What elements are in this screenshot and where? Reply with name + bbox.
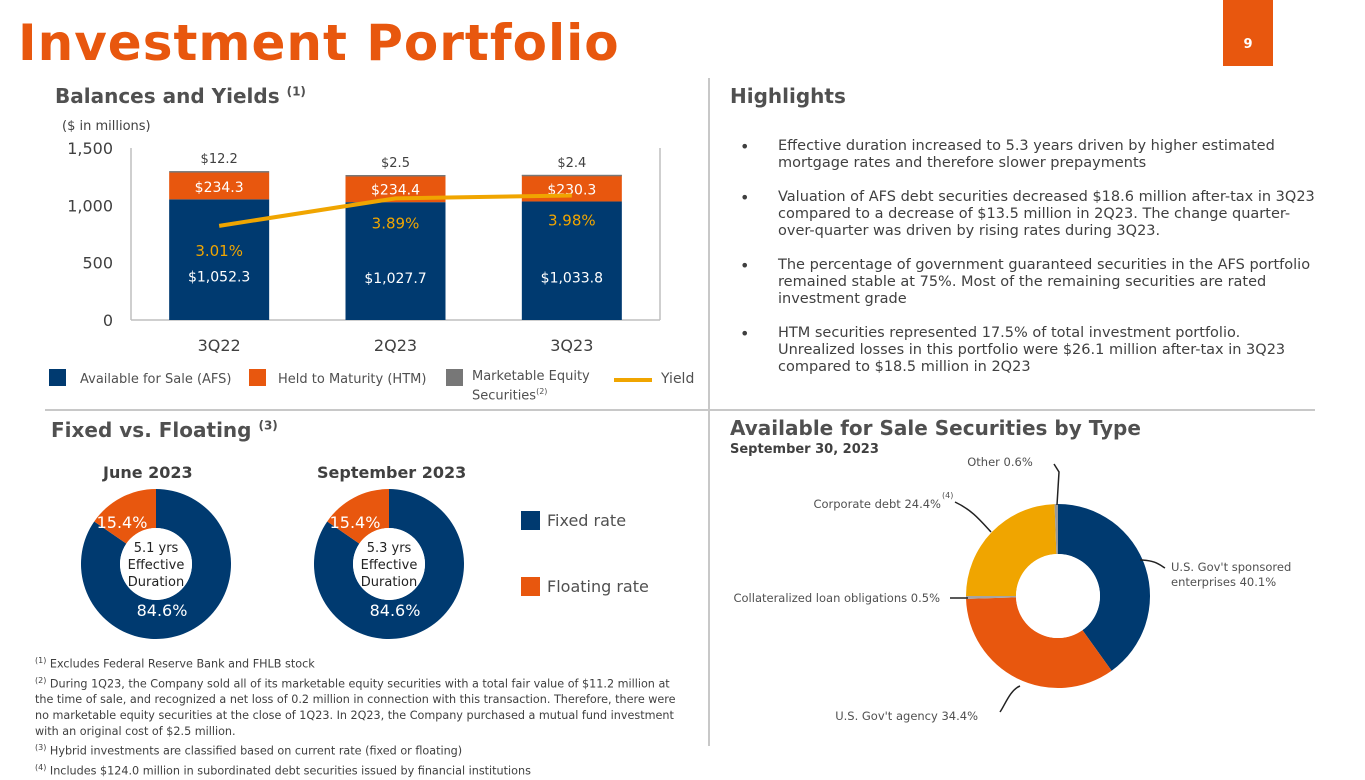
- pie-slice: [966, 597, 1112, 688]
- highlight-item: Effective duration increased to 5.3 year…: [738, 138, 1318, 172]
- legend-afs-label: Available for Sale (AFS): [80, 372, 232, 387]
- htm-value-label: $234.4: [371, 183, 420, 199]
- pie-label-gse: U.S. Gov't sponsored: [1171, 560, 1291, 574]
- pie-slice: [966, 596, 1017, 599]
- highlight-item: The percentage of government guaranteed …: [738, 257, 1318, 308]
- horizontal-divider: [45, 409, 1315, 411]
- june-donut-title: June 2023: [103, 463, 193, 482]
- fixed-share-label: 84.6%: [370, 601, 421, 620]
- donut-slice: [327, 489, 389, 544]
- balances-title: Balances and Yields (1): [55, 84, 306, 108]
- page-title: Investment Portfolio: [18, 14, 620, 72]
- june-donut-chart: 5.1 yrs Effective Duration 84.6% 15.4%: [81, 489, 232, 639]
- footnote-2: (2) During 1Q23, the Company sold all of…: [35, 675, 676, 739]
- pie-slice: [966, 504, 1057, 596]
- afs-value-label: $1,033.8: [541, 271, 603, 287]
- pie-hole: [1016, 554, 1100, 638]
- legend-floating-label: Floating rate: [547, 577, 649, 596]
- footnote-4: (4) Includes $124.0 million in subordina…: [35, 763, 531, 778]
- legend-yield-swatch: [614, 378, 652, 382]
- bar-segment: [345, 174, 446, 177]
- yield-value-label: 3.89%: [372, 214, 420, 232]
- footnote-3: (3) Hybrid investments are classified ba…: [35, 743, 463, 759]
- legend-equity-swatch: [446, 369, 463, 386]
- highlights-list: Effective duration increased to 5.3 year…: [738, 138, 1318, 393]
- equity-value-label: $12.2: [201, 152, 238, 167]
- donut-center-text: Duration: [128, 575, 184, 590]
- yield-value-label: 3.98%: [548, 212, 596, 230]
- leader-line: [1053, 463, 1060, 506]
- footnote-1: (1) Excludes Federal Reserve Bank and FH…: [35, 656, 315, 671]
- afs-value-label: $1,052.3: [188, 270, 250, 286]
- y-tick-label: 1,500: [67, 140, 113, 158]
- donut-slice: [94, 489, 156, 544]
- legend-htm-swatch: [249, 369, 266, 386]
- afs-type-title: Available for Sale Securities by Type: [730, 416, 1141, 440]
- legend-afs-swatch: [49, 369, 66, 386]
- legend-fixed-label: Fixed rate: [547, 511, 627, 530]
- donut-slice: [81, 489, 232, 639]
- donut-center-text: Duration: [361, 575, 417, 590]
- balances-bar-chart: 0 500 1,000 1,500 $1,052.3 $234.3 $12.2 3Q22 $1,…: [67, 140, 661, 355]
- bar-segment: [169, 171, 270, 173]
- floating-share-label: 15.4%: [330, 513, 381, 532]
- donut-center-text: 5.1 yrs: [134, 541, 179, 556]
- pie-label-corporate-sup: (4): [942, 491, 953, 500]
- pie-label-corporate: Corporate debt 24.4%: [813, 497, 941, 511]
- leader-line: [954, 501, 992, 533]
- floating-share-label: 15.4%: [97, 513, 148, 532]
- pie-label-agency: U.S. Gov't agency 34.4%: [835, 709, 978, 723]
- afs-type-subtitle: September 30, 2023: [730, 442, 879, 457]
- pie-slice: [1054, 504, 1058, 555]
- donut-center-text: 5.3 yrs: [367, 541, 412, 556]
- bar-segment: [521, 174, 622, 177]
- equity-value-label: $2.4: [557, 156, 586, 171]
- september-donut-title: September 2023: [317, 463, 467, 482]
- bar-segment: [169, 172, 270, 200]
- y-tick-label: 0: [103, 311, 113, 330]
- legend-fixed-swatch: [521, 511, 540, 530]
- pie-label-clo: Collateralized loan obligations 0.5%: [733, 591, 940, 605]
- yield-value-label: 3.01%: [195, 242, 243, 260]
- legend-floating-swatch: [521, 577, 540, 596]
- highlight-item: HTM securities represented 17.5% of tota…: [738, 325, 1318, 376]
- x-tick-label: 2Q23: [374, 336, 417, 355]
- x-tick-label: 3Q22: [198, 336, 241, 355]
- legend-yield-label: Yield: [661, 371, 695, 387]
- pie-slice: [1058, 504, 1150, 671]
- leader-line: [1139, 559, 1166, 569]
- equity-value-label: $2.5: [381, 156, 410, 171]
- y-tick-label: 1,000: [67, 196, 113, 215]
- donut-center-text: Effective: [361, 558, 418, 573]
- bar-segment: [345, 202, 446, 320]
- highlight-item: Valuation of AFS debt securities decreas…: [738, 189, 1318, 240]
- donut-center-text: Effective: [128, 558, 185, 573]
- donut-slice: [314, 489, 464, 639]
- y-tick-label: 500: [82, 254, 113, 273]
- donut-hole: [120, 528, 192, 600]
- leader-line: [999, 685, 1021, 713]
- x-tick-label: 3Q23: [550, 336, 593, 355]
- htm-value-label: $234.3: [195, 180, 244, 196]
- units-label: ($ in millions): [62, 119, 151, 134]
- september-donut-chart: 5.3 yrs Effective Duration 84.6% 15.4%: [314, 489, 464, 639]
- page-number: 9: [1223, 0, 1273, 66]
- footnotes: (1) Excludes Federal Reserve Bank and FH…: [35, 653, 685, 780]
- legend-htm-label: Held to Maturity (HTM): [278, 372, 427, 387]
- legend-equity-label: Marketable Equity Securities(2): [472, 369, 590, 404]
- vertical-divider: [708, 78, 710, 746]
- afs-value-label: $1,027.7: [364, 271, 426, 287]
- pie-label-gse: enterprises 40.1%: [1171, 575, 1276, 589]
- highlights-title: Highlights: [730, 84, 846, 108]
- bar-segment: [521, 201, 622, 320]
- donut-hole: [353, 528, 425, 600]
- yield-line: [218, 193, 572, 228]
- fixed-share-label: 84.6%: [137, 601, 188, 620]
- pie-label-other: Other 0.6%: [967, 455, 1033, 469]
- fixed-floating-title: Fixed vs. Floating (3): [51, 418, 278, 442]
